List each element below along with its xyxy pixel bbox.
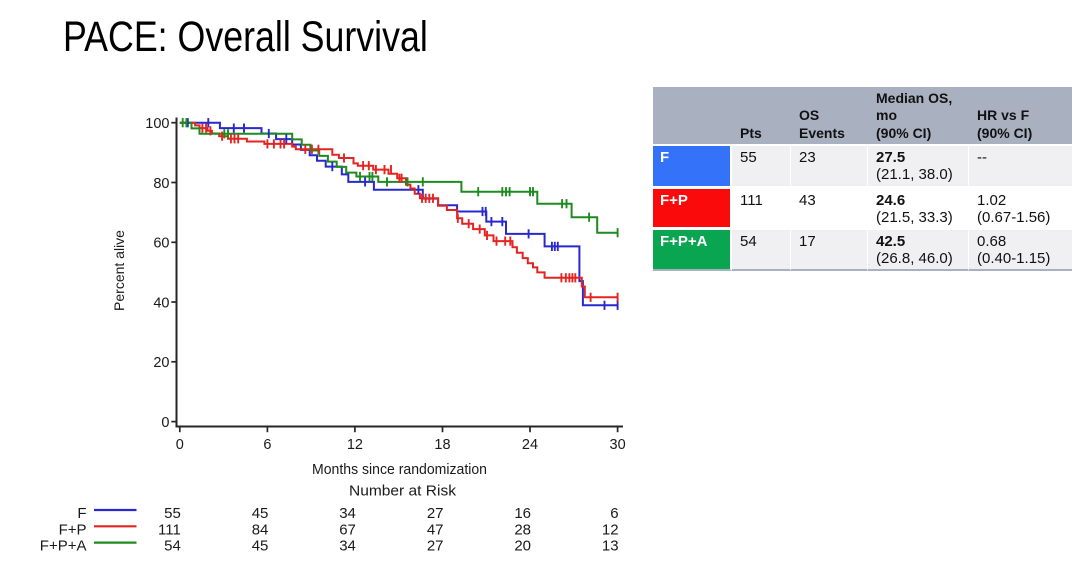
svg-text:20: 20	[514, 538, 531, 555]
svg-text:60: 60	[153, 236, 169, 252]
svg-text:6: 6	[610, 505, 618, 522]
svg-text:28: 28	[514, 521, 531, 538]
svg-text:111: 111	[158, 521, 181, 538]
svg-text:F+P: F+P	[59, 521, 87, 538]
svg-text:100: 100	[145, 116, 169, 132]
svg-text:55: 55	[164, 505, 181, 522]
svg-text:67: 67	[339, 521, 356, 538]
svg-text:54: 54	[164, 538, 181, 555]
svg-text:27: 27	[427, 538, 444, 555]
svg-text:6: 6	[263, 437, 271, 453]
svg-text:27: 27	[427, 505, 444, 522]
svg-text:34: 34	[339, 538, 356, 555]
svg-text:40: 40	[153, 295, 169, 311]
svg-text:84: 84	[252, 521, 269, 538]
svg-text:20: 20	[153, 355, 169, 371]
svg-text:34: 34	[339, 505, 356, 522]
svg-text:45: 45	[252, 505, 269, 522]
svg-text:30: 30	[610, 437, 626, 453]
svg-text:Number at Risk: Number at Risk	[349, 483, 457, 500]
svg-text:12: 12	[602, 521, 619, 538]
svg-text:0: 0	[161, 415, 169, 431]
svg-text:F: F	[77, 505, 86, 522]
svg-text:24: 24	[522, 437, 538, 453]
svg-text:45: 45	[252, 538, 269, 555]
svg-text:13: 13	[602, 538, 619, 555]
svg-text:Months since randomization: Months since randomization	[312, 461, 487, 478]
svg-text:16: 16	[514, 505, 531, 522]
svg-text:F+P+A: F+P+A	[40, 538, 87, 555]
svg-text:Percent alive: Percent alive	[111, 230, 127, 311]
svg-text:0: 0	[176, 437, 184, 453]
svg-text:18: 18	[434, 437, 450, 453]
svg-text:12: 12	[347, 437, 363, 453]
svg-text:80: 80	[153, 176, 169, 192]
svg-text:47: 47	[427, 521, 444, 538]
